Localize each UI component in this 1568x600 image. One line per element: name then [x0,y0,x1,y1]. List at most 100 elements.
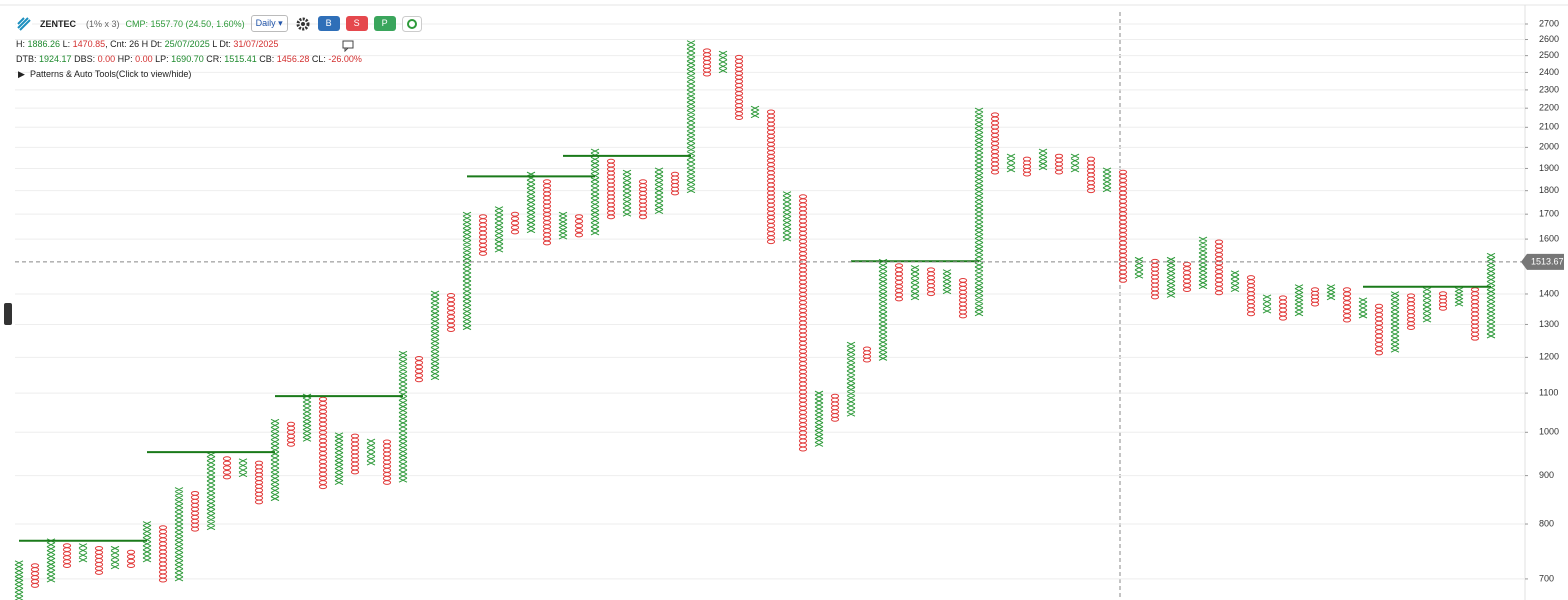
interval: Daily [255,18,276,28]
y-tick-label: 2600 [1539,34,1559,44]
x-column [1294,284,1304,317]
x-column [942,269,952,295]
stat-text: 1515.41 [224,54,257,64]
y-tick-label: 2100 [1539,122,1559,132]
x-column [590,148,600,236]
x-column [1006,153,1016,173]
stat-text: L Dt: [209,39,234,49]
o-column [158,525,168,583]
o-column [1438,291,1448,311]
x-column [622,169,632,217]
x-column [78,543,88,563]
o-column [94,545,104,575]
stat-text: CB: [256,54,277,64]
o-column [350,433,360,475]
o-column [638,179,648,220]
cmp: CMP: 1557.70 (24.50, 1.60%) [125,18,245,29]
stats-row: DTB: 1924.17 DBS: 0.00 HP: 0.00 LP: 1690… [16,54,362,64]
x-column [814,390,824,447]
stat-text: H: [16,39,28,49]
action-button[interactable]: P [373,16,396,31]
o-column [414,355,424,383]
x-column [1070,153,1080,173]
stat-text: 0.00 [135,54,153,64]
stat-text: 1470.85 [72,39,106,49]
o-column [734,54,744,121]
x-column [1038,148,1048,171]
y-tick-label: 1300 [1539,319,1559,329]
x-column [494,206,504,253]
action-button[interactable]: B [317,16,340,31]
o-column [190,490,200,532]
stats-row: H: 1886.26 L: 1470.85, Cnt: 26 H Dt: 25/… [16,39,278,49]
o-column [766,109,776,245]
stat-text: HP: [115,54,136,64]
action-button[interactable]: S [345,16,368,31]
o-column [286,421,296,447]
tools-label: Patterns & Auto Tools(Click to view/hide… [29,69,192,79]
price-label-box [1521,253,1564,270]
stat-text: 0.00 [97,54,116,64]
comment-icon[interactable] [342,40,354,52]
o-column [1310,287,1320,307]
y-tick-label: 800 [1539,518,1554,528]
symbol: ZENTEC [40,18,76,29]
x-column [1326,284,1336,301]
x-column [1262,294,1272,314]
x-column [1358,297,1368,319]
y-tick-label: 1200 [1539,352,1559,362]
tools-toggle[interactable]: ▶ Patterns & Auto Tools(Click to view/hi… [18,69,192,79]
x-column [142,521,152,563]
stat-text: DTB: [16,54,40,64]
stat-text: CL: [309,54,329,64]
o-column [862,346,872,363]
o-column [574,214,584,238]
interval-select[interactable]: Daily ▾ [250,15,288,32]
o-column [990,112,1000,175]
o-column [1054,153,1064,175]
x-column [1230,270,1240,293]
o-column [318,396,328,490]
toolbar: ZENTEC (1% x 3) CMP: 1557.70 (24.50, 1.6… [16,15,422,32]
o-column [62,543,72,569]
stat-text: -26.00% [328,54,362,64]
y-tick-label: 900 [1539,470,1554,480]
settings-icon[interactable] [296,17,310,31]
stat-text: DBS: [71,54,98,64]
stat-text: 1690.70 [171,54,204,64]
x-column [398,350,408,483]
y-tick-label: 2700 [1539,18,1559,28]
o-column [702,48,712,77]
o-column [478,214,488,256]
stat-text: , Cnt: 26 H Dt: [105,39,165,49]
price-label: 1513.67 [1531,256,1564,266]
x-column [718,50,728,74]
x-column [910,265,920,301]
side-panel-toggle[interactable] [4,303,12,325]
x-column [878,258,888,361]
x-column [1390,291,1400,353]
y-tick-label: 1000 [1539,427,1559,437]
x-column [46,538,56,583]
stat-text: 1456.28 [276,54,310,64]
x-column [334,432,344,485]
o-column [1182,261,1192,293]
stat-text: LP: [152,54,172,64]
o-column [1150,258,1160,300]
indicator-button[interactable] [401,15,422,32]
x-column [782,191,792,242]
stat-text: L: [60,39,73,49]
y-tick-label: 1600 [1539,233,1559,243]
o-column [798,194,808,452]
o-column [1246,275,1256,317]
x-column [110,545,120,570]
x-column [270,418,280,502]
o-column [606,158,616,220]
stat-text: CR: [203,54,225,64]
o-column [446,293,456,332]
x-column [302,393,312,442]
o-column [254,460,264,505]
x-column [1166,256,1176,298]
o-column [894,263,904,302]
